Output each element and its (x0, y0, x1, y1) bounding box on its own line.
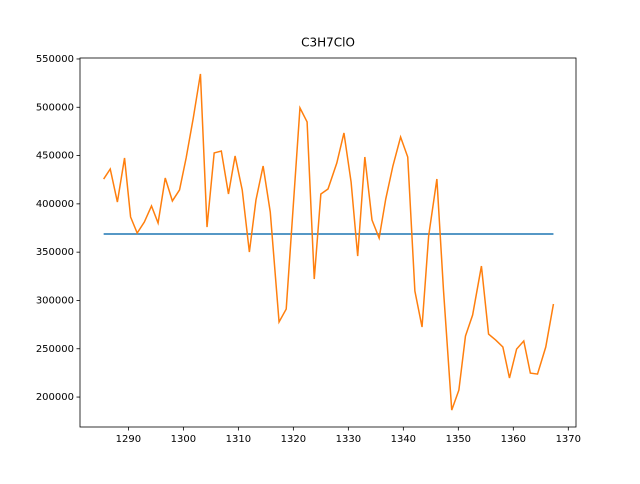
x-tick-label: 1320 (281, 434, 306, 445)
chart-title: C3H7ClO (301, 36, 355, 50)
y-tick-label: 400000 (36, 199, 74, 210)
series-line (103, 73, 555, 411)
x-tick-label: 1350 (446, 434, 471, 445)
x-tick-label: 1310 (226, 434, 251, 445)
y-tick-label: 350000 (36, 247, 74, 258)
x-tick-label: 1300 (171, 434, 196, 445)
y-tick-label: 450000 (36, 151, 74, 162)
x-tick-label: 1360 (501, 434, 526, 445)
x-tick-label: 1330 (336, 434, 361, 445)
x-tick-label: 1340 (391, 434, 416, 445)
x-tick-label: 1370 (556, 434, 581, 445)
y-tick-label: 550000 (36, 54, 74, 65)
y-tick-label: 250000 (36, 344, 74, 355)
y-tick-label: 200000 (36, 392, 74, 403)
y-tick-label: 300000 (36, 295, 74, 306)
axes-frame (79, 57, 577, 428)
x-tick-label: 1290 (116, 434, 141, 445)
y-tick-label: 500000 (36, 102, 74, 113)
